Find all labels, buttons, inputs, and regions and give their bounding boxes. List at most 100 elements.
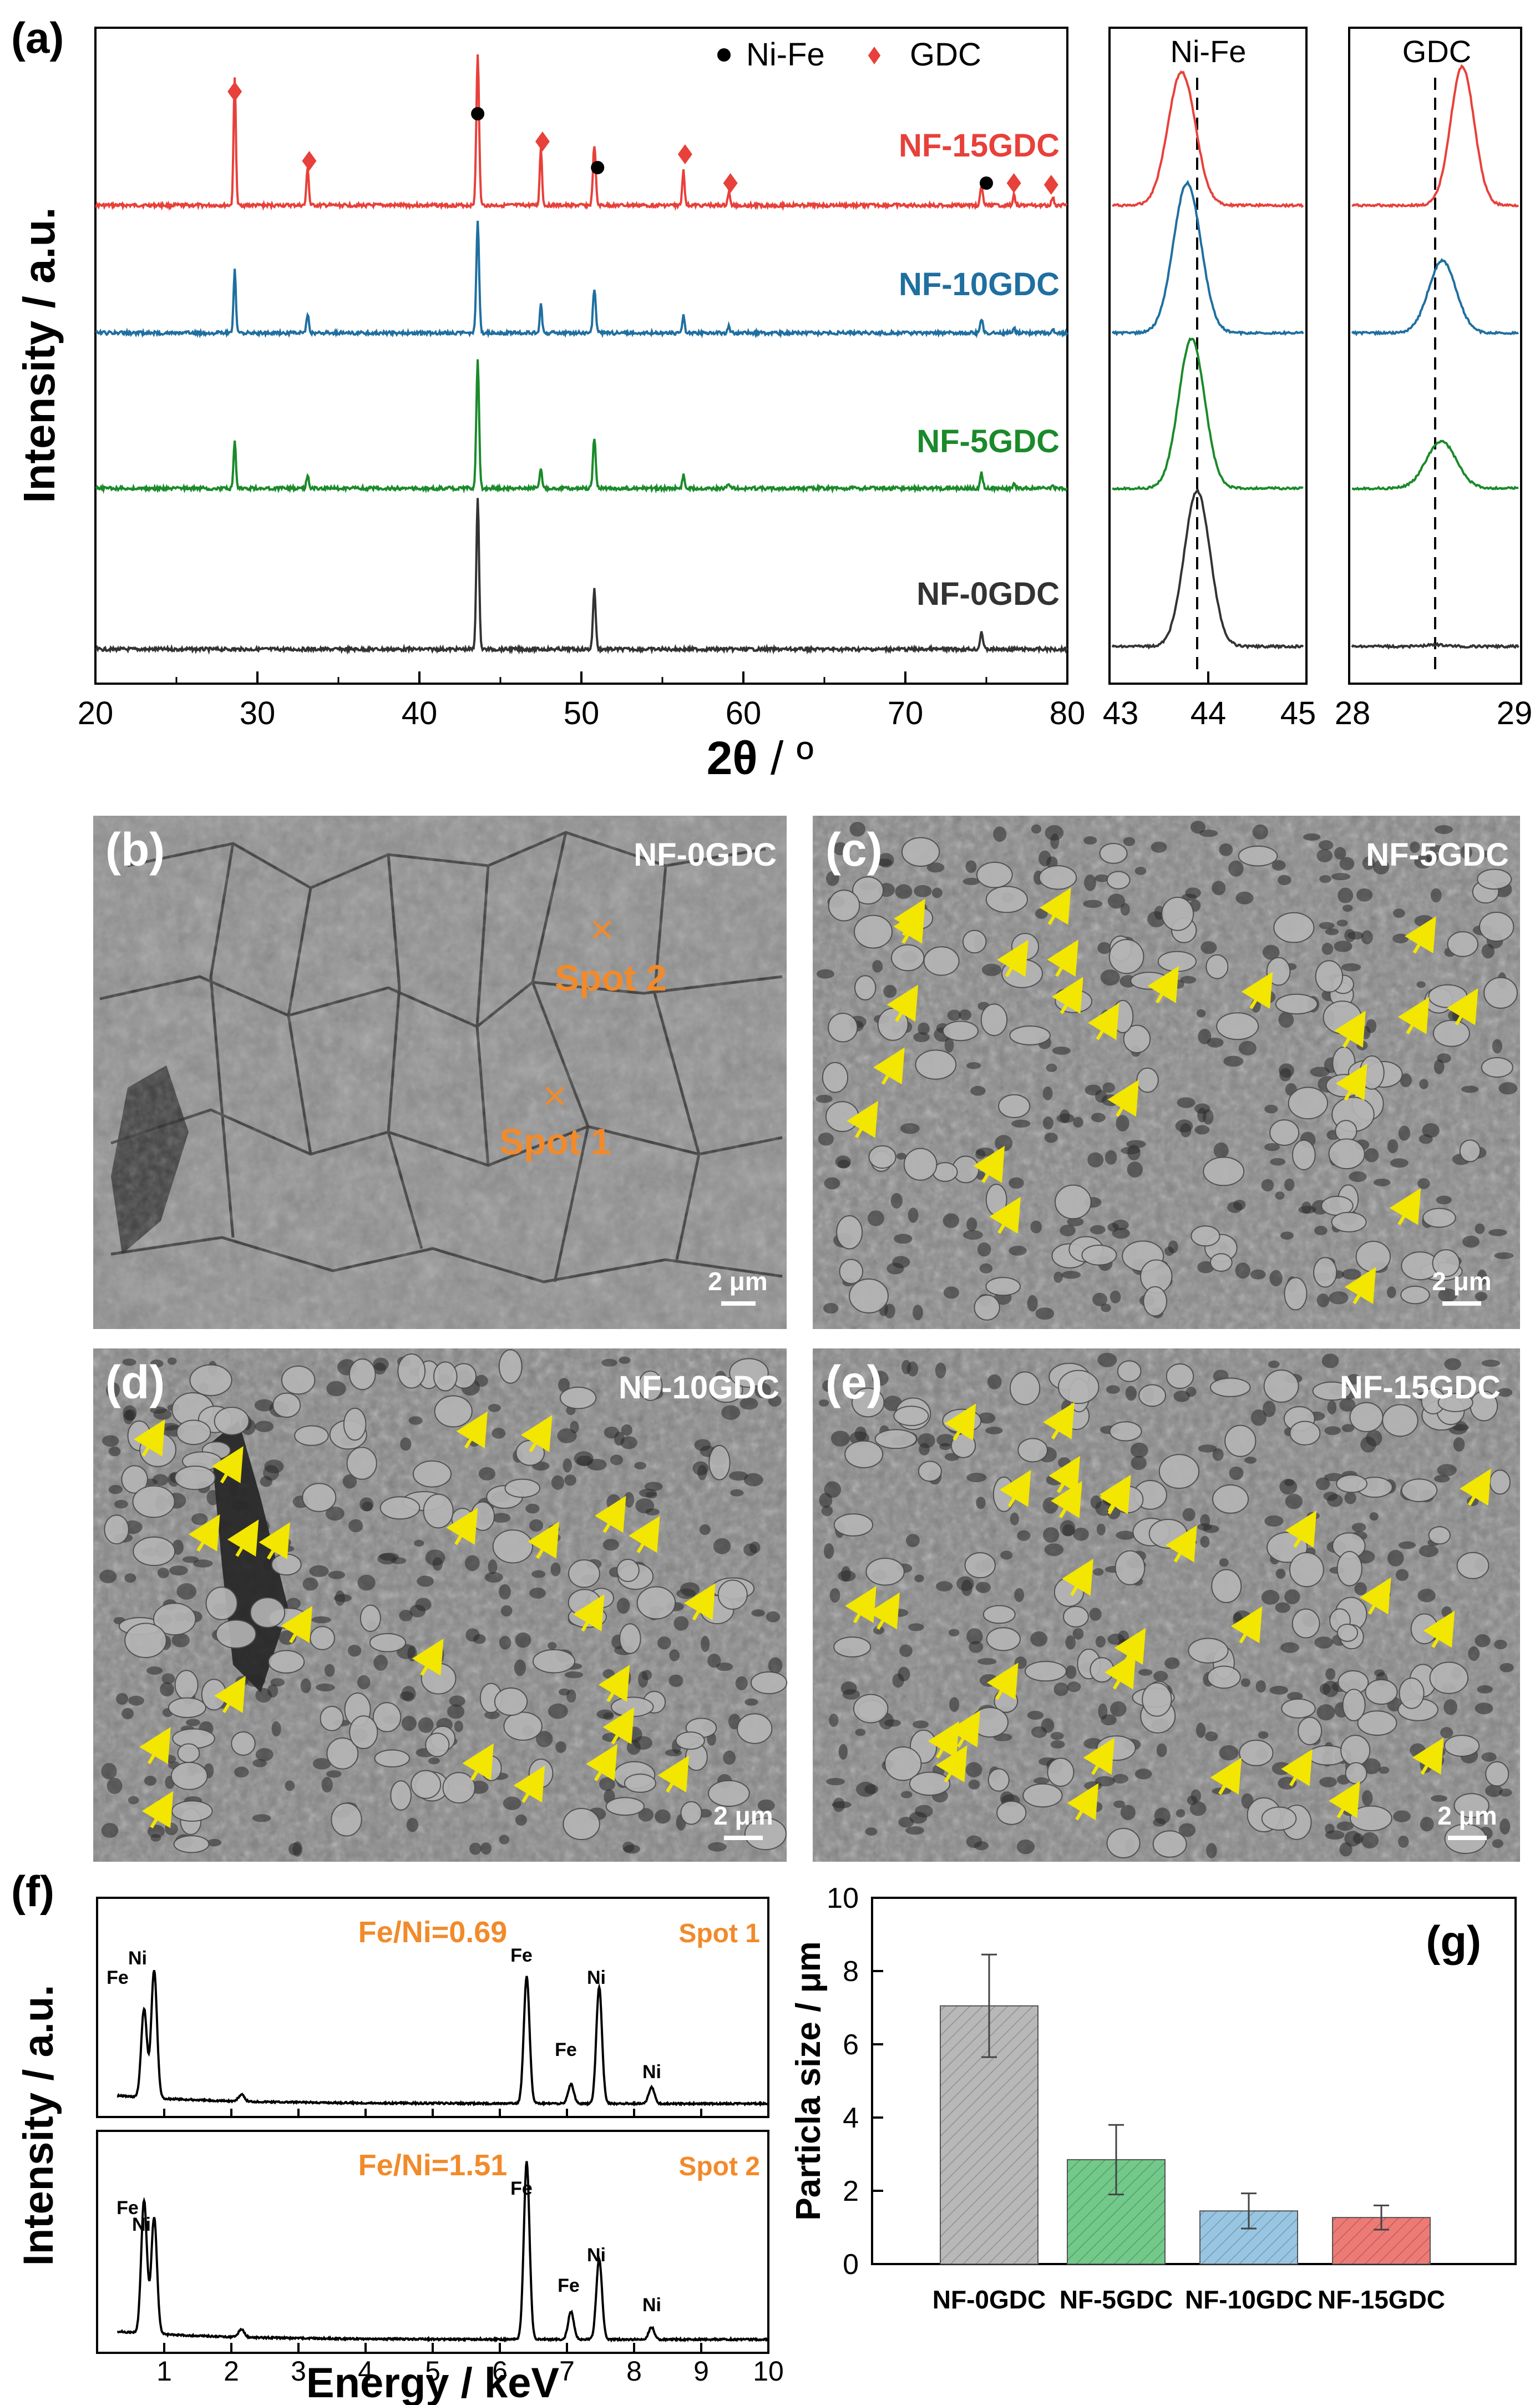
legend-nife-dot <box>717 48 731 62</box>
xrd-tick-80: 80 <box>1050 695 1086 731</box>
gdc-particle-arrow <box>657 1755 690 1793</box>
sem-e-title: NF-15GDC <box>1340 1370 1501 1406</box>
gdc-particle-arrow <box>868 1592 900 1630</box>
bar-yticks: 0 2 4 6 8 10 <box>827 1882 883 2281</box>
panel-label-c: (c) <box>825 823 883 876</box>
error-bar-NF-15GDC <box>1374 2204 1389 2231</box>
gdc-particle-arrow <box>1147 966 1179 1004</box>
error-bar-NF-5GDC <box>1108 2124 1124 2196</box>
gdc-particle-arrow <box>212 1446 244 1484</box>
inset-gdc-tick-29: 29 <box>1497 695 1533 731</box>
spot1-marker <box>545 1087 564 1105</box>
eds-s1-fe-l: Fe <box>107 1967 129 1988</box>
gdc-particle-arrow <box>520 1415 553 1453</box>
inset-nife-frame <box>1108 27 1308 685</box>
eds-s2-fe-kb: Fe <box>558 2275 580 2296</box>
inset-nife-tick-43: 43 <box>1103 695 1139 731</box>
eds-tick-5: 5 <box>425 2356 440 2387</box>
sem-b-scale-bar <box>721 1301 756 1306</box>
gdc-particle-arrow <box>1043 1402 1075 1440</box>
legend-gdc-label: GDC <box>910 37 981 73</box>
bar-ytick-4: 4 <box>843 2102 859 2134</box>
eds-plot: Fe/Ni=0.69 Spot 1 Fe/Ni=1.51 Spot 2 Fe N… <box>15 1897 784 2405</box>
gdc-particle-arrow <box>1087 1003 1119 1040</box>
eds-xlabel: Energy / keV <box>306 2359 560 2405</box>
bar-xlabels: NF-0GDC NF-5GDC NF-10GDC NF-15GDC <box>933 2285 1445 2314</box>
gdc-particle-arrow <box>999 1469 1031 1508</box>
xrd-inset2-curves-curve-1 <box>1351 257 1519 336</box>
xrd-phase-markers <box>227 82 1058 195</box>
xrd-curve-nf10 <box>95 220 1068 338</box>
error-bar-NF-0GDC <box>981 1953 997 2058</box>
gdc-particle-arrow <box>935 1745 967 1783</box>
sem-c-scale-bar <box>1442 1301 1481 1306</box>
eds-s2-fe-k: Fe <box>510 2178 533 2199</box>
eds-s2-ni-l: Ni <box>132 2214 151 2235</box>
gdc-particle-arrow <box>893 906 925 944</box>
eds-tick-3: 3 <box>291 2356 306 2387</box>
sem-panel-b: (b) NF-0GDC Spot 2 Spot 1 2 μm <box>93 816 787 1329</box>
xrd-inset2-curves-curve-3 <box>1351 641 1519 650</box>
gdc-particle-arrow <box>1210 1757 1242 1795</box>
gdc-particle-arrow <box>683 1583 716 1621</box>
eds-tick-4: 4 <box>358 2356 373 2387</box>
xrd-label-nf10: NF-10GDC <box>899 266 1060 302</box>
eds-ylabel: Intensity / a.u. <box>15 1985 62 2266</box>
gdc-particle-arrow <box>873 1047 905 1085</box>
eds-tick-2: 2 <box>224 2356 239 2387</box>
xrd-label-nf15: NF-15GDC <box>899 128 1060 164</box>
xrd-label-nf5: NF-5GDC <box>916 423 1060 459</box>
eds-tick-6: 6 <box>492 2356 508 2387</box>
gdc-particle-arrow <box>446 1508 478 1545</box>
sem-c-title: NF-5GDC <box>1366 837 1509 873</box>
sem-d-title: NF-10GDC <box>619 1370 779 1406</box>
eds-tick-9: 9 <box>693 2356 709 2387</box>
xrd-curve-nf15 <box>95 54 1067 211</box>
gdc-particle-arrow <box>1446 988 1478 1026</box>
eds-s1-ni-kb: Ni <box>642 2062 661 2083</box>
bar-ytick-0: 0 <box>843 2249 859 2281</box>
inset-nife-tick-44: 44 <box>1191 695 1227 731</box>
spot1-label: Spot 1 <box>499 1121 611 1162</box>
gdc-particle-arrow <box>456 1411 488 1449</box>
xrd-inset-gdc: GDC 28 29 <box>1335 27 1533 731</box>
gdc-particle-arrow <box>1423 1610 1455 1648</box>
sem-d-scale-label: 2 μm <box>713 1801 773 1830</box>
eds-s2-fe-l: Fe <box>116 2197 139 2219</box>
eds-tick-7: 7 <box>559 2356 575 2387</box>
inset-gdc-frame <box>1348 27 1522 685</box>
gdc-particle-arrow <box>462 1743 494 1781</box>
xrd-inset2-curves-curve-0 <box>1351 64 1519 209</box>
xrd-tick-40: 40 <box>402 695 438 731</box>
gdc-particle-arrow <box>602 1707 635 1745</box>
sem-panel-d: (d) NF-10GDC 2 μm <box>93 1348 788 1862</box>
gdc-particle-arrow <box>1052 977 1083 1014</box>
gdc-particle-arrow <box>1166 1525 1197 1563</box>
gdc-particle-arrow <box>1062 1558 1093 1596</box>
sem-e-particles <box>819 1352 1514 1858</box>
gdc-particle-arrow <box>1344 1267 1376 1305</box>
eds-ticks: 1 2 3 4 5 6 7 8 9 10 <box>156 2109 784 2387</box>
bar-ytick-6: 6 <box>843 2029 859 2061</box>
sem-panel-e: (e) NF-15GDC 2 μm <box>813 1348 1520 1862</box>
gdc-particle-arrow <box>1405 916 1436 954</box>
eds-tick-1: 1 <box>156 2356 172 2387</box>
gdc-particle-arrow <box>1083 1737 1115 1775</box>
bar-ytick-10: 10 <box>827 1882 859 1914</box>
xrd-tick-20: 20 <box>78 695 114 731</box>
gdc-particle-arrow <box>1412 1737 1444 1775</box>
gdc-particle-arrow <box>1051 1481 1082 1518</box>
inset-gdc-curves <box>1351 64 1519 650</box>
xrd-inset2-curves-curve-2 <box>1351 439 1519 491</box>
gdc-particle-arrow <box>1334 1010 1366 1048</box>
sem-e-scale-label: 2 μm <box>1437 1801 1497 1830</box>
gdc-particle-arrow <box>1281 1749 1313 1787</box>
gdc-particle-arrow <box>1285 1510 1317 1548</box>
inset-nife-tick-45: 45 <box>1280 695 1316 731</box>
bar-chart-frame <box>871 1897 1517 2265</box>
eds-s2-ni-kb: Ni <box>642 2295 661 2316</box>
xrd-tick-70: 70 <box>888 695 924 731</box>
gdc-particle-arrow <box>412 1638 444 1676</box>
bar-xlabel-NF-15GDC: NF-15GDC <box>1318 2285 1445 2314</box>
